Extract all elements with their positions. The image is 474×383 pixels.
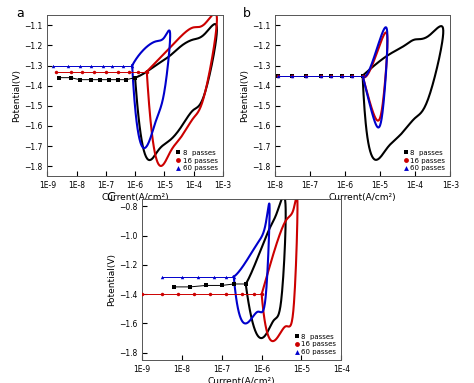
Y-axis label: Potential(V): Potential(V) <box>240 69 249 122</box>
Text: C: C <box>106 191 115 204</box>
Text: b: b <box>243 7 251 20</box>
Legend: 8  passes, 16 passes, 60 passes: 8 passes, 16 passes, 60 passes <box>401 149 447 173</box>
Legend: 8  passes, 16 passes, 60 passes: 8 passes, 16 passes, 60 passes <box>292 332 338 357</box>
Text: a: a <box>16 7 24 20</box>
X-axis label: Current(A/cm²): Current(A/cm²) <box>329 193 396 202</box>
Y-axis label: Potential(V): Potential(V) <box>107 253 116 306</box>
X-axis label: Current(A/cm²): Current(A/cm²) <box>208 376 275 383</box>
Legend: 8  passes, 16 passes, 60 passes: 8 passes, 16 passes, 60 passes <box>174 149 219 173</box>
X-axis label: Current(A/cm²): Current(A/cm²) <box>101 193 169 202</box>
Y-axis label: Potential(V): Potential(V) <box>12 69 21 122</box>
